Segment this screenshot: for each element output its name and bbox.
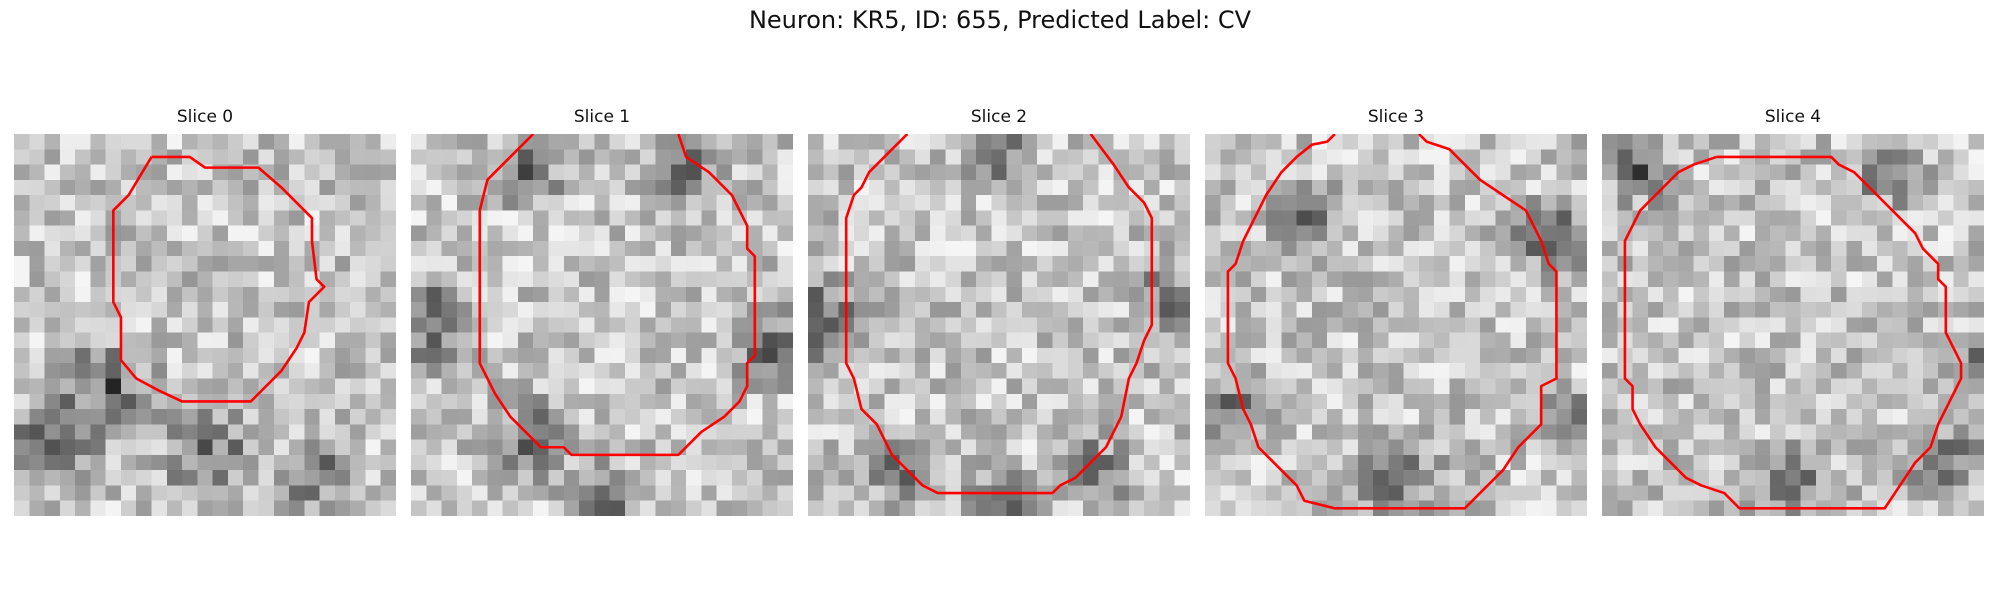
contour-overlay [1226,134,1558,510]
slice-title: Slice 1 [573,107,631,127]
slice-panel-2: Slice 2 [808,107,1190,516]
contour-overlay [478,134,757,457]
slice-image [14,134,396,516]
contour-overlay [112,155,326,403]
slice-title: Slice 0 [176,107,234,127]
slice-panel-1: Slice 1 [411,107,793,516]
contour-overlay [844,134,1154,495]
slice-image [808,134,1190,516]
cell-contour [478,134,757,457]
slice-title: Slice 2 [970,107,1028,127]
slice-panel-0: Slice 0 [14,107,396,516]
slice-image [1602,134,1984,516]
cell-contour [112,155,326,403]
slice-image [411,134,793,516]
slice-title: Slice 3 [1367,107,1425,127]
cell-contour [844,134,1154,495]
slice-panel-4: Slice 4 [1602,107,1984,516]
figure-title: Neuron: KR5, ID: 655, Predicted Label: C… [748,6,1252,34]
slice-image [1205,134,1587,516]
cell-contour [1623,155,1963,510]
slice-title: Slice 4 [1764,107,1822,127]
cell-contour [1226,134,1558,510]
contour-overlay [1623,155,1963,510]
slice-panel-3: Slice 3 [1205,107,1587,516]
